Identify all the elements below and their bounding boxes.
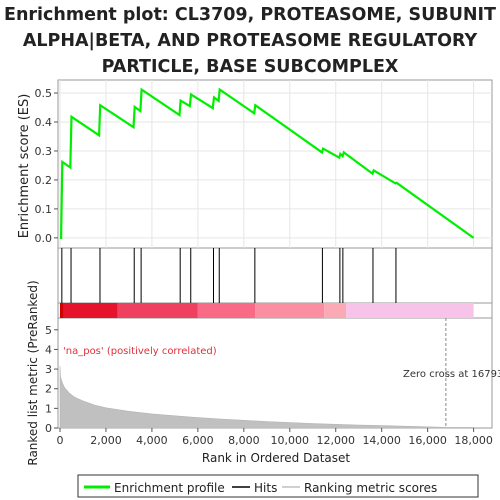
ranking-metric-area bbox=[59, 318, 474, 429]
title-line-3: PARTICLE, BASE SUBCOMPLEX bbox=[102, 57, 399, 77]
x-tick-label: 2,000 bbox=[90, 434, 122, 447]
legend-box bbox=[77, 474, 479, 498]
x-tick-label: 8,000 bbox=[228, 434, 260, 447]
zero-cross-label: Zero cross at 16793 bbox=[403, 369, 500, 380]
enrichment-profile-path bbox=[60, 87, 475, 239]
x-tick-label: 12,000 bbox=[316, 434, 355, 447]
ranked-y-tick-label: 1 bbox=[45, 402, 52, 415]
x-tick-label: 16,000 bbox=[408, 434, 447, 447]
positive-correlation-label: 'na_pos' (positively correlated) bbox=[63, 346, 217, 357]
x-tick-label: 10,000 bbox=[271, 434, 310, 447]
ranked-y-axis: 0 1 2 3 4 5 bbox=[45, 324, 58, 435]
colorbar-segment bbox=[63, 303, 118, 318]
x-tick-label: 0 bbox=[57, 434, 64, 447]
x-tick-label: 14,000 bbox=[362, 434, 401, 447]
es-y-tick-label: 0.4 bbox=[35, 116, 53, 129]
es-y-tick-label: 0.0 bbox=[35, 232, 53, 245]
rank-colorbar bbox=[60, 303, 474, 318]
legend: Enrichment profile Hits Ranking metric s… bbox=[77, 474, 479, 498]
colorbar-segment bbox=[60, 303, 64, 318]
title-line-1: Enrichment plot: CL3709, PROTEASOME, SUB… bbox=[4, 5, 496, 25]
es-y-tick-label: 0.2 bbox=[35, 174, 53, 187]
ranked-y-tick-label: 5 bbox=[45, 324, 52, 337]
colorbar-segment bbox=[255, 303, 325, 318]
colorbar-segment bbox=[324, 303, 347, 318]
es-y-axis: 0.0 0.1 0.2 0.3 0.4 0.5 bbox=[35, 87, 58, 245]
legend-label-enrichment: Enrichment profile bbox=[114, 481, 225, 495]
ranking-metric-fill bbox=[59, 366, 474, 429]
ranked-axis-label: Ranked list metric (PreRanked) bbox=[26, 280, 40, 465]
rank-x-axis: 0 2,000 4,000 6,000 8,000 10,000 12,000 14,000 1… bbox=[57, 428, 493, 447]
es-gridlines bbox=[58, 80, 492, 248]
title-line-2: ALPHA|BETA, AND PROTEASOME REGULATORY bbox=[23, 31, 478, 51]
es-y-tick-label: 0.1 bbox=[35, 203, 53, 216]
ranked-y-tick-label: 4 bbox=[45, 343, 52, 356]
enrichment-profile-line bbox=[60, 87, 475, 239]
hit-marks bbox=[61, 248, 397, 303]
ranked-y-tick-label: 0 bbox=[45, 422, 52, 435]
ranked-y-tick-label: 2 bbox=[45, 383, 52, 396]
colorbar-segment bbox=[197, 303, 256, 318]
plot-frame bbox=[57, 79, 493, 429]
es-axis-label: Enrichment score (ES) bbox=[17, 94, 32, 239]
ranked-y-tick-label: 3 bbox=[45, 363, 52, 376]
x-tick-label: 18,000 bbox=[454, 434, 493, 447]
colorbar-segment bbox=[346, 303, 474, 318]
x-tick-label: 6,000 bbox=[182, 434, 214, 447]
legend-label-ranking: Ranking metric scores bbox=[304, 481, 437, 495]
x-tick-label: 4,000 bbox=[136, 434, 168, 447]
colorbar-segment bbox=[117, 303, 198, 318]
es-y-tick-label: 0.5 bbox=[35, 87, 53, 100]
es-y-tick-label: 0.3 bbox=[35, 145, 53, 158]
chart-title: Enrichment plot: CL3709, PROTEASOME, SUB… bbox=[4, 5, 496, 77]
rank-axis-label: Rank in Ordered Dataset bbox=[202, 451, 350, 465]
legend-label-hits: Hits bbox=[254, 481, 277, 495]
